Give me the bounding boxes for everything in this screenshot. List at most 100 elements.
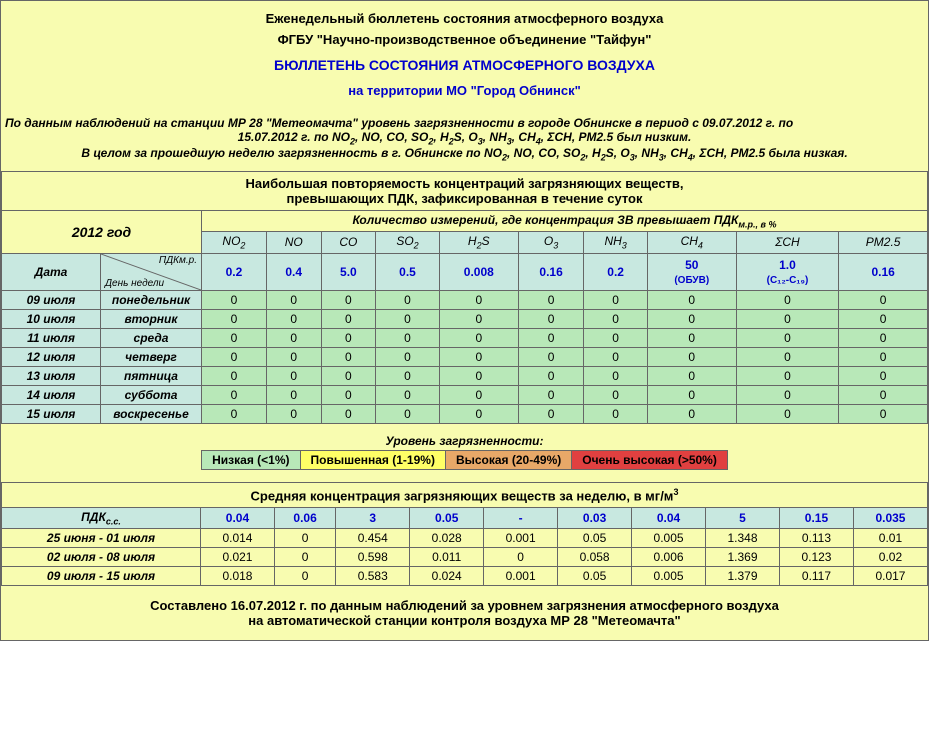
avg-value-cell: 0.021 bbox=[201, 548, 275, 567]
value-cell: 0 bbox=[839, 328, 928, 347]
pdk-value-cell: 0.2 bbox=[202, 253, 267, 290]
pollutant-header-cell: NH3 bbox=[584, 232, 648, 253]
pdk-value-cell: 0.5 bbox=[376, 253, 440, 290]
pollutant-header-cell: O3 bbox=[518, 232, 584, 253]
day-cell: вторник bbox=[101, 309, 202, 328]
value-cell: 0 bbox=[439, 385, 518, 404]
summary-line-1: По данным наблюдений на станции МР 28 "М… bbox=[5, 116, 924, 146]
measure-header: Количество измерений, где концентрация З… bbox=[202, 210, 928, 231]
value-cell: 0 bbox=[202, 309, 267, 328]
date-cell: 12 июля bbox=[2, 347, 101, 366]
day-cell: среда bbox=[101, 328, 202, 347]
value-cell: 0 bbox=[266, 385, 321, 404]
avg-value-cell: 0.018 bbox=[201, 567, 275, 586]
value-cell: 0 bbox=[518, 347, 584, 366]
value-cell: 0 bbox=[202, 328, 267, 347]
value-cell: 0 bbox=[839, 366, 928, 385]
value-cell: 0 bbox=[839, 290, 928, 309]
avg-value-cell: 1.348 bbox=[706, 529, 780, 548]
value-cell: 0 bbox=[321, 385, 376, 404]
diag-cell: ПДКм.р. День недели bbox=[101, 253, 202, 290]
pollutant-header-cell: ΣCH bbox=[736, 232, 839, 253]
avg-value-cell: 0 bbox=[274, 567, 335, 586]
pdk-value-cell: 1.0(C₁₂-C₁₉) bbox=[736, 253, 839, 290]
footer: Составлено 16.07.2012 г. по данным наблю… bbox=[1, 586, 928, 640]
avg-value-cell: 0.058 bbox=[558, 548, 632, 567]
value-cell: 0 bbox=[518, 290, 584, 309]
avg-pdk-cell: 0.04 bbox=[632, 507, 706, 528]
day-cell: понедельник bbox=[101, 290, 202, 309]
value-cell: 0 bbox=[439, 347, 518, 366]
pdk-row: Дата ПДКм.р. День недели 0.20.45.00.50.0… bbox=[2, 253, 928, 290]
value-cell: 0 bbox=[647, 385, 736, 404]
avg-value-cell: 0.017 bbox=[853, 567, 927, 586]
pollutant-header-cell: CO bbox=[321, 232, 376, 253]
value-cell: 0 bbox=[584, 328, 648, 347]
value-cell: 0 bbox=[202, 404, 267, 423]
avg-value-cell: 1.379 bbox=[706, 567, 780, 586]
avg-value-cell: 0.01 bbox=[853, 529, 927, 548]
table-row: 14 июлясуббота0000000000 bbox=[2, 385, 928, 404]
value-cell: 0 bbox=[376, 385, 440, 404]
value-cell: 0 bbox=[376, 404, 440, 423]
level-cell: Низкая (<1%) bbox=[202, 450, 300, 469]
value-cell: 0 bbox=[202, 347, 267, 366]
table-row: 13 июляпятница0000000000 bbox=[2, 366, 928, 385]
pdk-value-cell: 5.0 bbox=[321, 253, 376, 290]
period-cell: 09 июля - 15 июля bbox=[2, 567, 201, 586]
table-row: 15 июлявоскресенье0000000000 bbox=[2, 404, 928, 423]
level-table: Низкая (<1%)Повышенная (1-19%)Высокая (2… bbox=[201, 450, 728, 470]
value-cell: 0 bbox=[376, 309, 440, 328]
year-cell: 2012 год bbox=[2, 210, 202, 253]
value-cell: 0 bbox=[518, 404, 584, 423]
value-cell: 0 bbox=[647, 290, 736, 309]
value-cell: 0 bbox=[439, 366, 518, 385]
table-row: 09 июля - 15 июля0.01800.5830.0240.0010.… bbox=[2, 567, 928, 586]
pollutant-header-cell: NO bbox=[266, 232, 321, 253]
value-cell: 0 bbox=[266, 347, 321, 366]
table-row: 11 июлясреда0000000000 bbox=[2, 328, 928, 347]
table-row: 10 июлявторник0000000000 bbox=[2, 309, 928, 328]
table-row: 02 июля - 08 июля0.02100.5980.01100.0580… bbox=[2, 548, 928, 567]
pollutant-header-cell: SO2 bbox=[376, 232, 440, 253]
title-line4: на территории МО "Город Обнинск" bbox=[1, 83, 928, 98]
avg-pdk-cell: - bbox=[484, 507, 558, 528]
value-cell: 0 bbox=[321, 328, 376, 347]
table1-title: Наибольшая повторяемость концентраций за… bbox=[2, 171, 928, 210]
table-row: 25 июня - 01 июля0.01400.4540.0280.0010.… bbox=[2, 529, 928, 548]
summary-block: По данным наблюдений на станции МР 28 "М… bbox=[1, 108, 928, 171]
date-cell: 14 июля bbox=[2, 385, 101, 404]
avg-value-cell: 0.001 bbox=[484, 529, 558, 548]
level-cell: Очень высокая (>50%) bbox=[572, 450, 728, 469]
value-cell: 0 bbox=[266, 309, 321, 328]
avg-value-cell: 1.369 bbox=[706, 548, 780, 567]
value-cell: 0 bbox=[736, 309, 839, 328]
value-cell: 0 bbox=[584, 385, 648, 404]
avg-pdk-cell: 0.05 bbox=[410, 507, 484, 528]
value-cell: 0 bbox=[518, 309, 584, 328]
value-cell: 0 bbox=[321, 290, 376, 309]
value-cell: 0 bbox=[266, 366, 321, 385]
value-cell: 0 bbox=[202, 385, 267, 404]
table-row: 09 июляпонедельник0000000000 bbox=[2, 290, 928, 309]
main-table: Наибольшая повторяемость концентраций за… bbox=[1, 171, 928, 424]
avg-pdk-cell: 0.15 bbox=[779, 507, 853, 528]
avg-value-cell: 0.02 bbox=[853, 548, 927, 567]
pollutant-header-cell: PM2.5 bbox=[839, 232, 928, 253]
value-cell: 0 bbox=[266, 290, 321, 309]
date-cell: 11 июля bbox=[2, 328, 101, 347]
pdk-value-cell: 0.16 bbox=[839, 253, 928, 290]
avg-value-cell: 0.014 bbox=[201, 529, 275, 548]
avg-value-cell: 0.05 bbox=[558, 529, 632, 548]
header-section: Еженедельный бюллетень состояния атмосфе… bbox=[1, 1, 928, 108]
avg-value-cell: 0.113 bbox=[779, 529, 853, 548]
period-cell: 02 июля - 08 июля bbox=[2, 548, 201, 567]
value-cell: 0 bbox=[376, 347, 440, 366]
pdk-value-cell: 0.2 bbox=[584, 253, 648, 290]
day-cell: четверг bbox=[101, 347, 202, 366]
value-cell: 0 bbox=[839, 347, 928, 366]
value-cell: 0 bbox=[736, 404, 839, 423]
avg-value-cell: 0.028 bbox=[410, 529, 484, 548]
avg-value-cell: 0 bbox=[484, 548, 558, 567]
title-line2: ФГБУ "Научно-производственное объединени… bbox=[1, 32, 928, 47]
